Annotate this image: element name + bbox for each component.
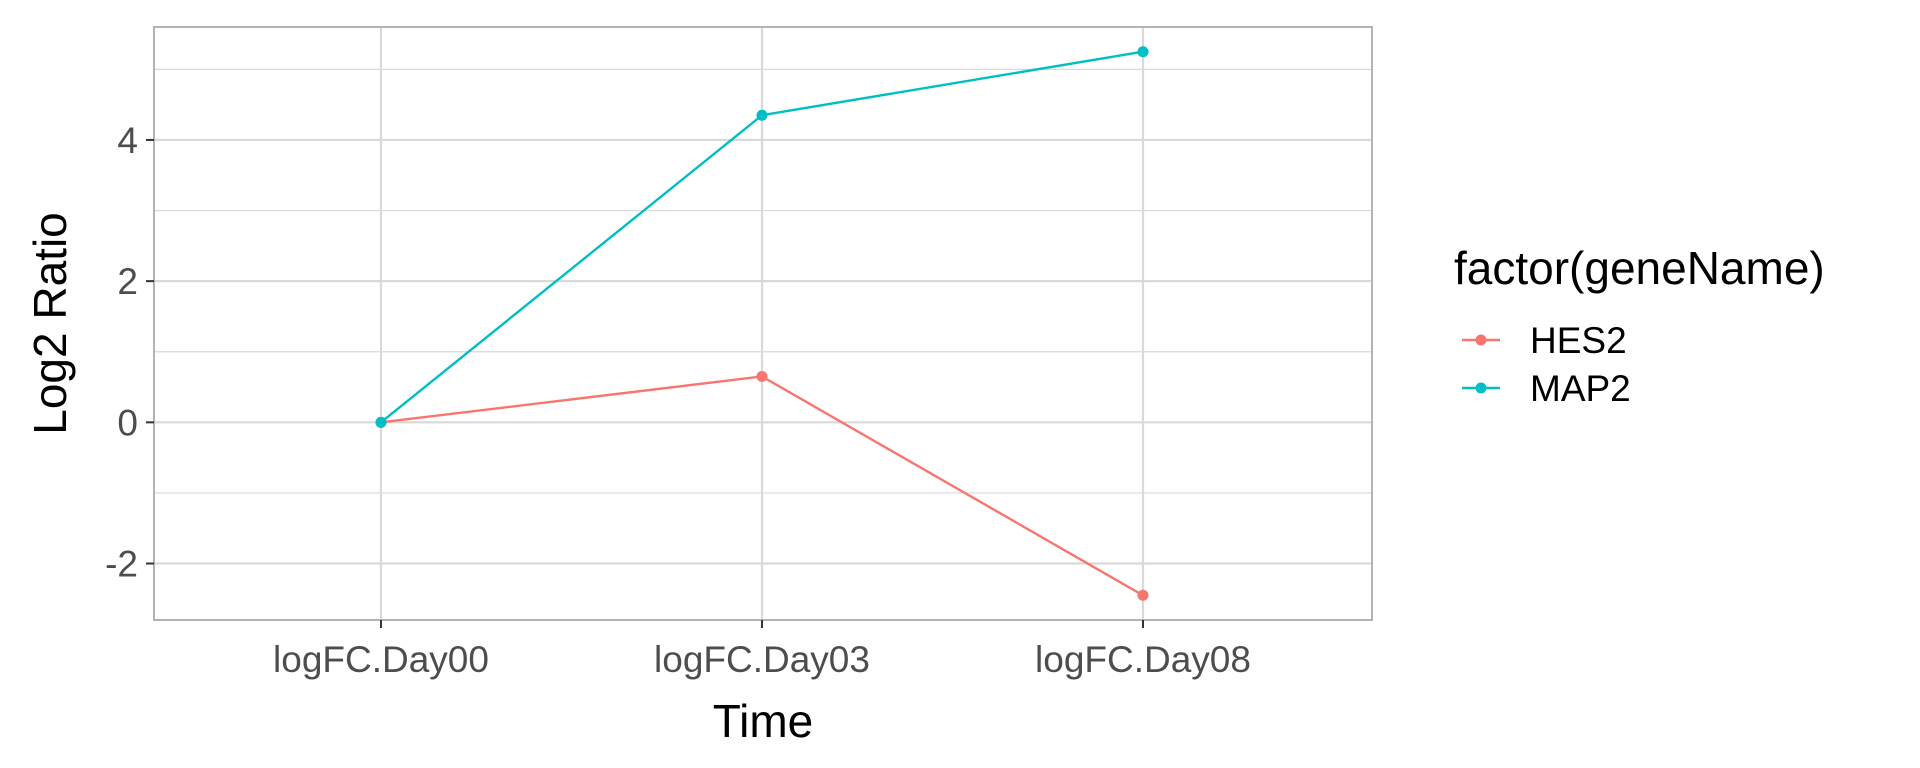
data-point-map2 (375, 416, 387, 428)
y-tick-label: 2 (117, 261, 138, 302)
legend-label: HES2 (1530, 320, 1627, 361)
grid-lines (154, 27, 1372, 620)
data-point-hes2 (1137, 589, 1149, 601)
data-point-map2 (1137, 46, 1149, 58)
x-axis-title: Time (713, 695, 814, 747)
x-tick-label: logFC.Day08 (1035, 639, 1251, 680)
y-axis-title: Log2 Ratio (24, 212, 76, 435)
y-tick-label: -2 (105, 544, 138, 585)
data-points (375, 46, 1149, 601)
legend-key-point (1475, 334, 1487, 346)
data-point-hes2 (756, 370, 768, 382)
legend-items: HES2 MAP2 (1462, 320, 1631, 409)
data-point-map2 (756, 109, 768, 121)
x-tick-label: logFC.Day00 (273, 639, 489, 680)
legend-key-point (1475, 382, 1487, 394)
y-tick-label: 4 (117, 120, 138, 161)
legend-label: MAP2 (1530, 368, 1631, 409)
y-tick-label: 0 (117, 402, 138, 443)
legend-title: factor(geneName) (1454, 242, 1825, 294)
x-axis-ticks: logFC.Day00 logFC.Day03 logFC.Day08 (273, 620, 1251, 680)
y-axis-ticks: -2 0 2 4 (105, 120, 154, 585)
legend: factor(geneName) HES2 MAP2 (1454, 242, 1825, 409)
x-tick-label: logFC.Day03 (654, 639, 870, 680)
